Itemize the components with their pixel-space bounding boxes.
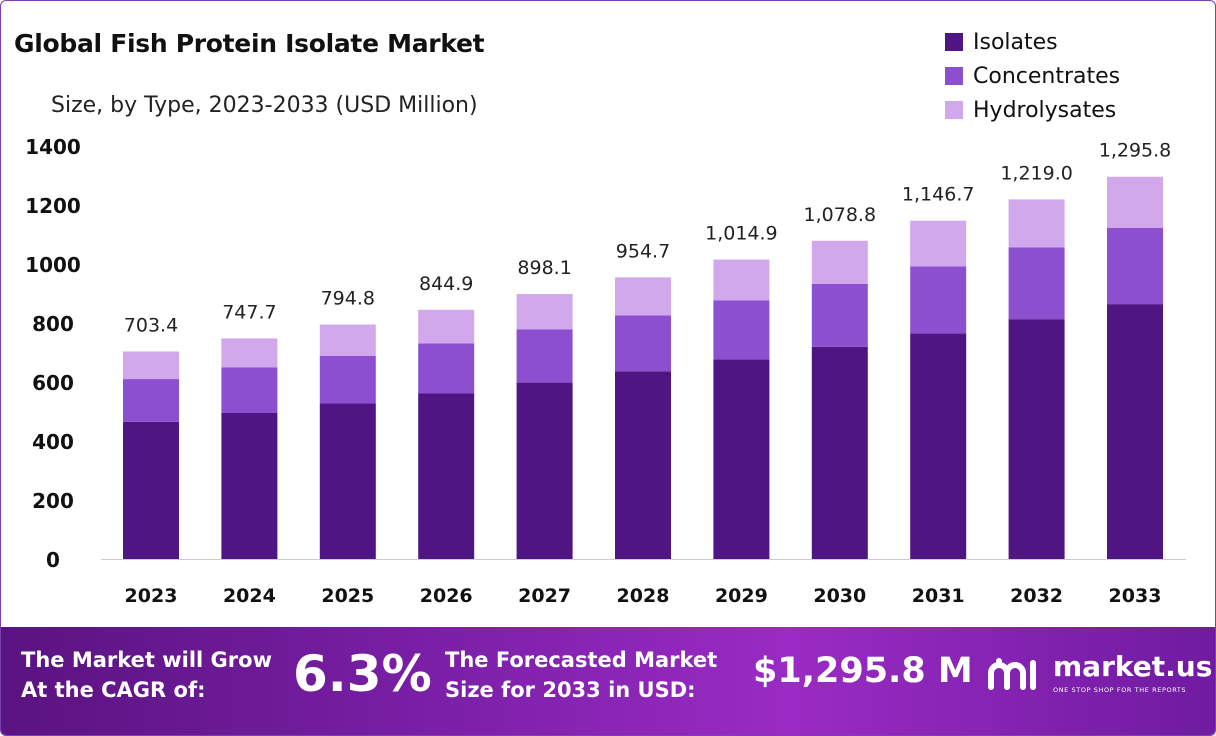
- x-tick-label: 2026: [420, 585, 473, 607]
- y-tick-label: 200: [32, 489, 74, 513]
- bar-segment-concentrates: [910, 266, 967, 334]
- bar-segment-concentrates: [516, 329, 573, 383]
- bar-segment-concentrates: [418, 343, 475, 394]
- bar-total-label: 794.8: [321, 288, 375, 310]
- legend-swatch-isolates: [945, 33, 963, 51]
- legend-item-isolates: Isolates: [945, 25, 1120, 59]
- legend-label-concentrates: Concentrates: [973, 63, 1121, 89]
- brand-name: market.us: [1053, 650, 1213, 683]
- x-tick-label: 2027: [518, 585, 571, 607]
- legend-label-hydrolysates: Hydrolysates: [973, 97, 1117, 123]
- bar-segment-concentrates: [615, 315, 671, 372]
- y-tick-label: 600: [32, 371, 74, 395]
- cagr-label-line1: The Market will Grow: [21, 648, 272, 672]
- y-tick-label: 1400: [25, 135, 81, 159]
- y-tick-label: 1000: [25, 253, 81, 277]
- y-tick-label: 400: [32, 430, 74, 454]
- bar-segment-isolates: [319, 403, 376, 559]
- bar-segment-hydrolysates: [910, 220, 967, 267]
- bar-segment-isolates: [713, 359, 770, 559]
- x-tick-label: 2024: [223, 585, 276, 607]
- bar-total-label: 1,146.7: [902, 184, 975, 206]
- bar-total-label: 844.9: [419, 273, 473, 295]
- x-tick-label: 2028: [617, 585, 670, 607]
- bar-segment-isolates: [910, 333, 967, 559]
- bar-segment-hydrolysates: [811, 240, 868, 284]
- brand-tagline: ONE STOP SHOP FOR THE REPORTS: [1053, 686, 1187, 694]
- bar-segment-concentrates: [713, 300, 770, 360]
- chart-subtitle: Size, by Type, 2023-2033 (USD Million): [51, 93, 478, 118]
- x-tick-label: 2030: [813, 585, 866, 607]
- forecast-label-line2: Size for 2033 in USD:: [445, 678, 696, 702]
- chart-legend: Isolates Concentrates Hydrolysates: [945, 25, 1120, 127]
- bar-segment-concentrates: [319, 355, 376, 404]
- bar-segment-isolates: [1008, 319, 1065, 559]
- y-tick-label: 800: [32, 312, 74, 336]
- bar-segment-hydrolysates: [418, 309, 475, 344]
- legend-swatch-hydrolysates: [945, 101, 963, 119]
- legend-label-isolates: Isolates: [973, 29, 1058, 55]
- legend-item-concentrates: Concentrates: [945, 59, 1120, 93]
- bar-segment-hydrolysates: [713, 259, 770, 301]
- bar-total-label: 1,078.8: [804, 204, 877, 226]
- cagr-value: 6.3%: [293, 645, 432, 703]
- bar-segment-concentrates: [811, 283, 868, 347]
- y-tick-label: 0: [46, 548, 60, 572]
- stacked-bar-chart: 0 200 400 600 800 1000 1200 1400 703.4 2023 747.7 2…: [25, 135, 1186, 607]
- summary-banner: The Market will Grow At the CAGR of: 6.3…: [1, 627, 1215, 735]
- y-tick-label: 1200: [25, 194, 81, 218]
- bar-segment-isolates: [1107, 304, 1163, 559]
- bar-segment-concentrates: [1107, 228, 1163, 305]
- forecast-label: The Forecasted Market Size for 2033 in U…: [445, 645, 717, 705]
- forecast-label-line1: The Forecasted Market: [445, 648, 718, 672]
- cagr-label: The Market will Grow At the CAGR of:: [21, 645, 272, 705]
- bar-segment-concentrates: [123, 379, 179, 422]
- bar-segment-hydrolysates: [1008, 199, 1065, 248]
- bar-segment-hydrolysates: [1107, 176, 1163, 229]
- bar-segment-concentrates: [1008, 247, 1065, 320]
- cagr-label-line2: At the CAGR of:: [21, 678, 206, 702]
- x-tick-label: 2029: [715, 585, 768, 607]
- bar-segment-hydrolysates: [123, 351, 179, 380]
- x-tick-label: 2023: [125, 585, 178, 607]
- bar-segment-hydrolysates: [615, 277, 671, 316]
- bar-total-label: 954.7: [616, 240, 670, 262]
- bar-segment-isolates: [123, 421, 179, 559]
- forecast-value: $1,295.8 M: [753, 651, 973, 691]
- legend-item-hydrolysates: Hydrolysates: [945, 93, 1120, 127]
- bar-total-label: 898.1: [517, 257, 571, 279]
- bar-total-label: 703.4: [124, 314, 178, 336]
- bar-total-label: 1,219.0: [1000, 162, 1073, 184]
- bar-total-label: 1,014.9: [705, 223, 778, 245]
- x-tick-label: 2025: [321, 585, 374, 607]
- x-tick-label: 2032: [1010, 585, 1063, 607]
- bar-segment-hydrolysates: [516, 294, 573, 330]
- legend-swatch-concentrates: [945, 67, 963, 85]
- bar-segment-isolates: [418, 393, 475, 559]
- bar-segment-isolates: [615, 371, 671, 559]
- bar-segment-hydrolysates: [221, 338, 278, 368]
- bar-segment-hydrolysates: [319, 324, 376, 356]
- x-tick-label: 2033: [1109, 585, 1162, 607]
- bar-segment-isolates: [811, 346, 868, 559]
- x-tick-label: 2031: [912, 585, 965, 607]
- bar-segment-isolates: [516, 382, 573, 559]
- bar-segment-isolates: [221, 412, 278, 559]
- market-us-logo-icon: [988, 658, 1036, 690]
- bar-total-label: 747.7: [222, 301, 276, 323]
- chart-title: Global Fish Protein Isolate Market: [14, 29, 485, 58]
- bar-total-label: 1,295.8: [1099, 140, 1172, 162]
- bar-segment-concentrates: [221, 367, 278, 413]
